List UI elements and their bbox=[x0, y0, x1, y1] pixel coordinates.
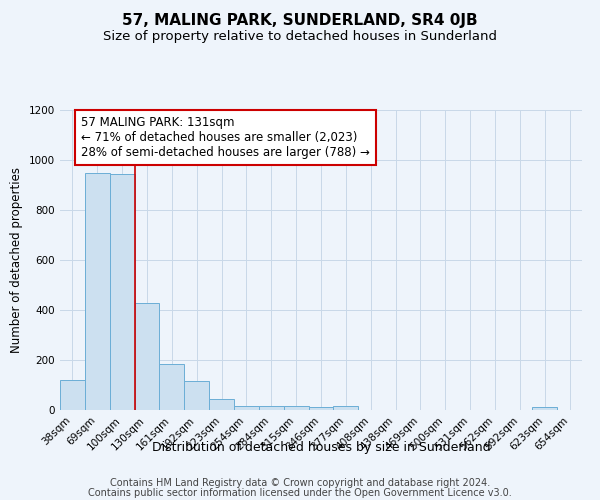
Bar bbox=[334, 406, 358, 410]
Bar bbox=[110, 174, 134, 410]
Bar bbox=[134, 302, 160, 410]
Bar bbox=[308, 406, 334, 410]
Text: Contains public sector information licensed under the Open Government Licence v3: Contains public sector information licen… bbox=[88, 488, 512, 498]
Text: Size of property relative to detached houses in Sunderland: Size of property relative to detached ho… bbox=[103, 30, 497, 43]
Bar bbox=[85, 172, 110, 410]
Bar bbox=[284, 406, 308, 410]
Bar bbox=[234, 406, 259, 410]
Bar bbox=[60, 380, 85, 410]
Bar bbox=[184, 381, 209, 410]
Y-axis label: Number of detached properties: Number of detached properties bbox=[10, 167, 23, 353]
Text: 57, MALING PARK, SUNDERLAND, SR4 0JB: 57, MALING PARK, SUNDERLAND, SR4 0JB bbox=[122, 12, 478, 28]
Bar bbox=[532, 406, 557, 410]
Text: Distribution of detached houses by size in Sunderland: Distribution of detached houses by size … bbox=[152, 441, 490, 454]
Text: Contains HM Land Registry data © Crown copyright and database right 2024.: Contains HM Land Registry data © Crown c… bbox=[110, 478, 490, 488]
Text: 57 MALING PARK: 131sqm
← 71% of detached houses are smaller (2,023)
28% of semi-: 57 MALING PARK: 131sqm ← 71% of detached… bbox=[81, 116, 370, 159]
Bar bbox=[259, 406, 284, 410]
Bar bbox=[160, 364, 184, 410]
Bar bbox=[209, 399, 234, 410]
